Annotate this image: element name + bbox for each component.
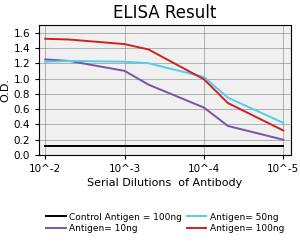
Y-axis label: O.D.: O.D. [1, 78, 10, 102]
X-axis label: Serial Dilutions  of Antibody: Serial Dilutions of Antibody [87, 178, 243, 188]
Title: ELISA Result: ELISA Result [113, 4, 217, 22]
Legend: Control Antigen = 100ng, Antigen= 10ng, Antigen= 50ng, Antigen= 100ng: Control Antigen = 100ng, Antigen= 10ng, … [42, 209, 288, 237]
